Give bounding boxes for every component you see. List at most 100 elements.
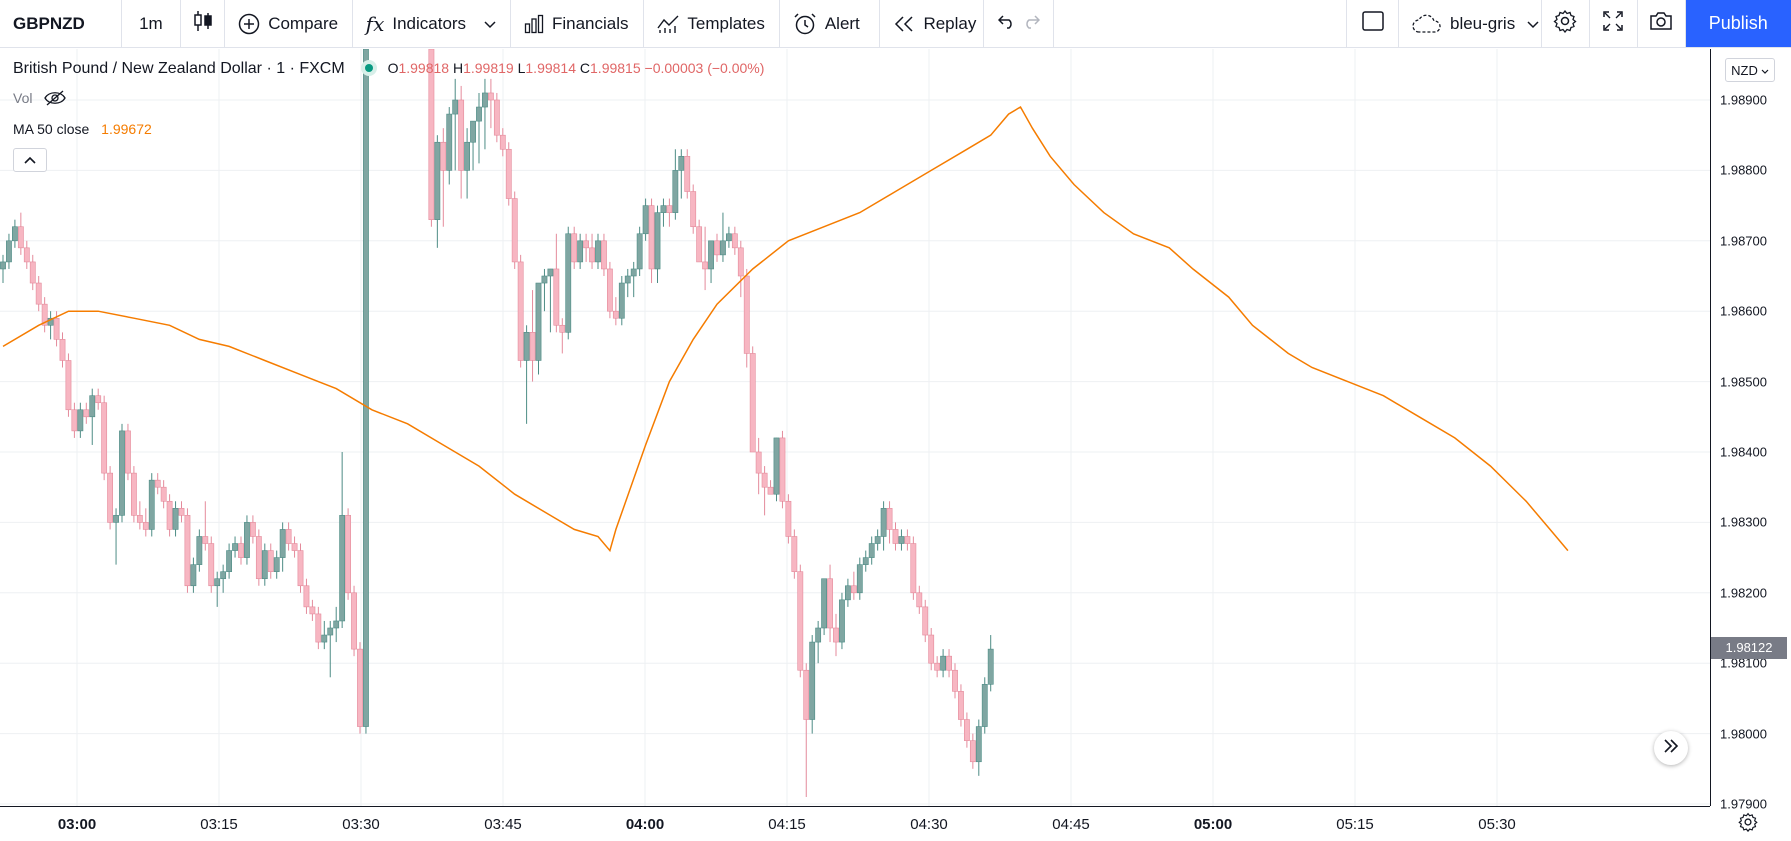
- candle-body: [196, 536, 203, 565]
- time-tick-label: 03:45: [484, 816, 522, 833]
- candle-body: [261, 550, 268, 580]
- snapshot-button[interactable]: [1638, 0, 1686, 47]
- ma50-line: [2, 105, 1569, 553]
- candle-body: [850, 585, 857, 594]
- market-status-dot: [365, 64, 374, 73]
- candle-body: [12, 226, 18, 242]
- candle-body: [981, 684, 988, 727]
- candle-body: [678, 156, 685, 171]
- compare-label: Compare: [268, 13, 339, 33]
- candle-body: [303, 585, 310, 608]
- candle-body: [606, 268, 613, 312]
- alert-label: Alert: [824, 13, 860, 33]
- candle-body: [214, 578, 221, 587]
- interval-button[interactable]: 1m: [122, 0, 182, 47]
- candle-body: [898, 536, 905, 544]
- candle-body: [618, 282, 625, 319]
- undo-redo-group: [984, 0, 1055, 47]
- select-layout-button[interactable]: [1346, 0, 1399, 47]
- layout-save-button[interactable]: bleu-gris: [1399, 0, 1542, 47]
- redo-icon[interactable]: [1022, 14, 1041, 34]
- candle-body: [238, 543, 244, 558]
- scroll-to-realtime-button[interactable]: [1654, 731, 1688, 765]
- price-axis[interactable]: 1.98900 1.98800 1.98700 1.98600 1.98500 1.984…: [1710, 49, 1791, 812]
- time-tick-label: 03:00: [57, 816, 97, 833]
- candle-body: [226, 550, 232, 572]
- candle-body: [255, 536, 262, 580]
- candle-body: [844, 585, 851, 601]
- candle-body: [29, 261, 36, 284]
- candle-body: [166, 500, 173, 530]
- candle-body: [41, 303, 48, 326]
- candle-body: [773, 437, 780, 495]
- candle-body: [6, 240, 12, 263]
- symbol-search[interactable]: GBPNZD: [0, 0, 122, 47]
- candle-body: [642, 205, 649, 235]
- collapse-legend-button[interactable]: [13, 148, 47, 172]
- publish-button[interactable]: Publish: [1685, 0, 1791, 47]
- alert-button[interactable]: Alert: [780, 0, 881, 47]
- candle-body: [892, 529, 899, 544]
- undo-icon[interactable]: [997, 14, 1016, 34]
- candle-body: [333, 620, 340, 629]
- candle-body: [505, 148, 512, 199]
- candle-body: [339, 515, 346, 622]
- symbol-description[interactable]: British Pound / New Zealand Dollar · 1 ·…: [13, 60, 345, 77]
- time-axis[interactable]: 03:00 03:15 03:30 03:45 04:00 04:15 04:30 04:45…: [0, 806, 1710, 841]
- volume-label: Vol: [13, 90, 33, 107]
- candle-body: [77, 409, 84, 432]
- camera-icon: [1649, 11, 1673, 36]
- candle-body: [517, 261, 524, 361]
- candle-body: [178, 508, 185, 516]
- axis-settings-button[interactable]: [1738, 812, 1758, 837]
- chart-type-button[interactable]: [181, 0, 226, 47]
- high-value: 1.99819: [463, 60, 514, 76]
- candle-body: [886, 508, 893, 530]
- close-label: C: [579, 60, 591, 76]
- fullscreen-icon: [1603, 11, 1624, 36]
- candle-body: [511, 198, 518, 263]
- candle-body: [363, 49, 369, 727]
- chevron-down-icon[interactable]: [484, 14, 496, 34]
- candle-body: [523, 332, 530, 361]
- candle-body: [612, 310, 619, 319]
- price-chart[interactable]: [0, 49, 1710, 806]
- candle-body: [47, 317, 54, 326]
- candle-body: [452, 99, 459, 115]
- currency-label: NZD: [1731, 62, 1758, 78]
- candle-body: [541, 275, 548, 284]
- settings-button[interactable]: [1542, 0, 1590, 47]
- candle-body: [696, 226, 703, 263]
- candle-body: [487, 92, 494, 101]
- ma-label: MA 50 close: [13, 121, 90, 137]
- time-tick-label: 05:15: [1336, 816, 1374, 833]
- candle-body: [190, 564, 197, 587]
- volume-legend[interactable]: Vol: [13, 90, 67, 109]
- currency-selector[interactable]: NZD: [1725, 58, 1775, 82]
- candle-body: [184, 515, 191, 587]
- candle-body: [327, 627, 334, 636]
- candle-body: [148, 479, 155, 530]
- candle-body: [0, 261, 6, 270]
- candle-body: [440, 141, 447, 171]
- fullscreen-button[interactable]: [1590, 0, 1638, 47]
- templates-button[interactable]: Templates: [644, 0, 780, 47]
- candle-body: [357, 648, 363, 727]
- candle-body: [743, 275, 750, 354]
- eye-hidden-icon[interactable]: [44, 90, 67, 109]
- ma-value: 1.99672: [101, 121, 152, 137]
- candle-body: [35, 282, 42, 305]
- compare-button[interactable]: Compare: [225, 0, 353, 47]
- financials-button[interactable]: Financials: [511, 0, 645, 47]
- candle-body: [17, 226, 24, 249]
- indicators-button[interactable]: fx Indicators: [353, 0, 511, 47]
- candle-body: [291, 543, 298, 551]
- high-label: H: [452, 60, 464, 76]
- replay-button[interactable]: Replay: [880, 0, 985, 47]
- chevron-down-icon[interactable]: [1527, 14, 1539, 34]
- interval-label: 1m: [139, 13, 163, 33]
- time-tick-label: 05:00: [1193, 816, 1233, 833]
- candle-body: [856, 564, 863, 594]
- candle-body: [458, 99, 465, 171]
- ma-legend[interactable]: MA 50 close 1.99672: [13, 121, 152, 137]
